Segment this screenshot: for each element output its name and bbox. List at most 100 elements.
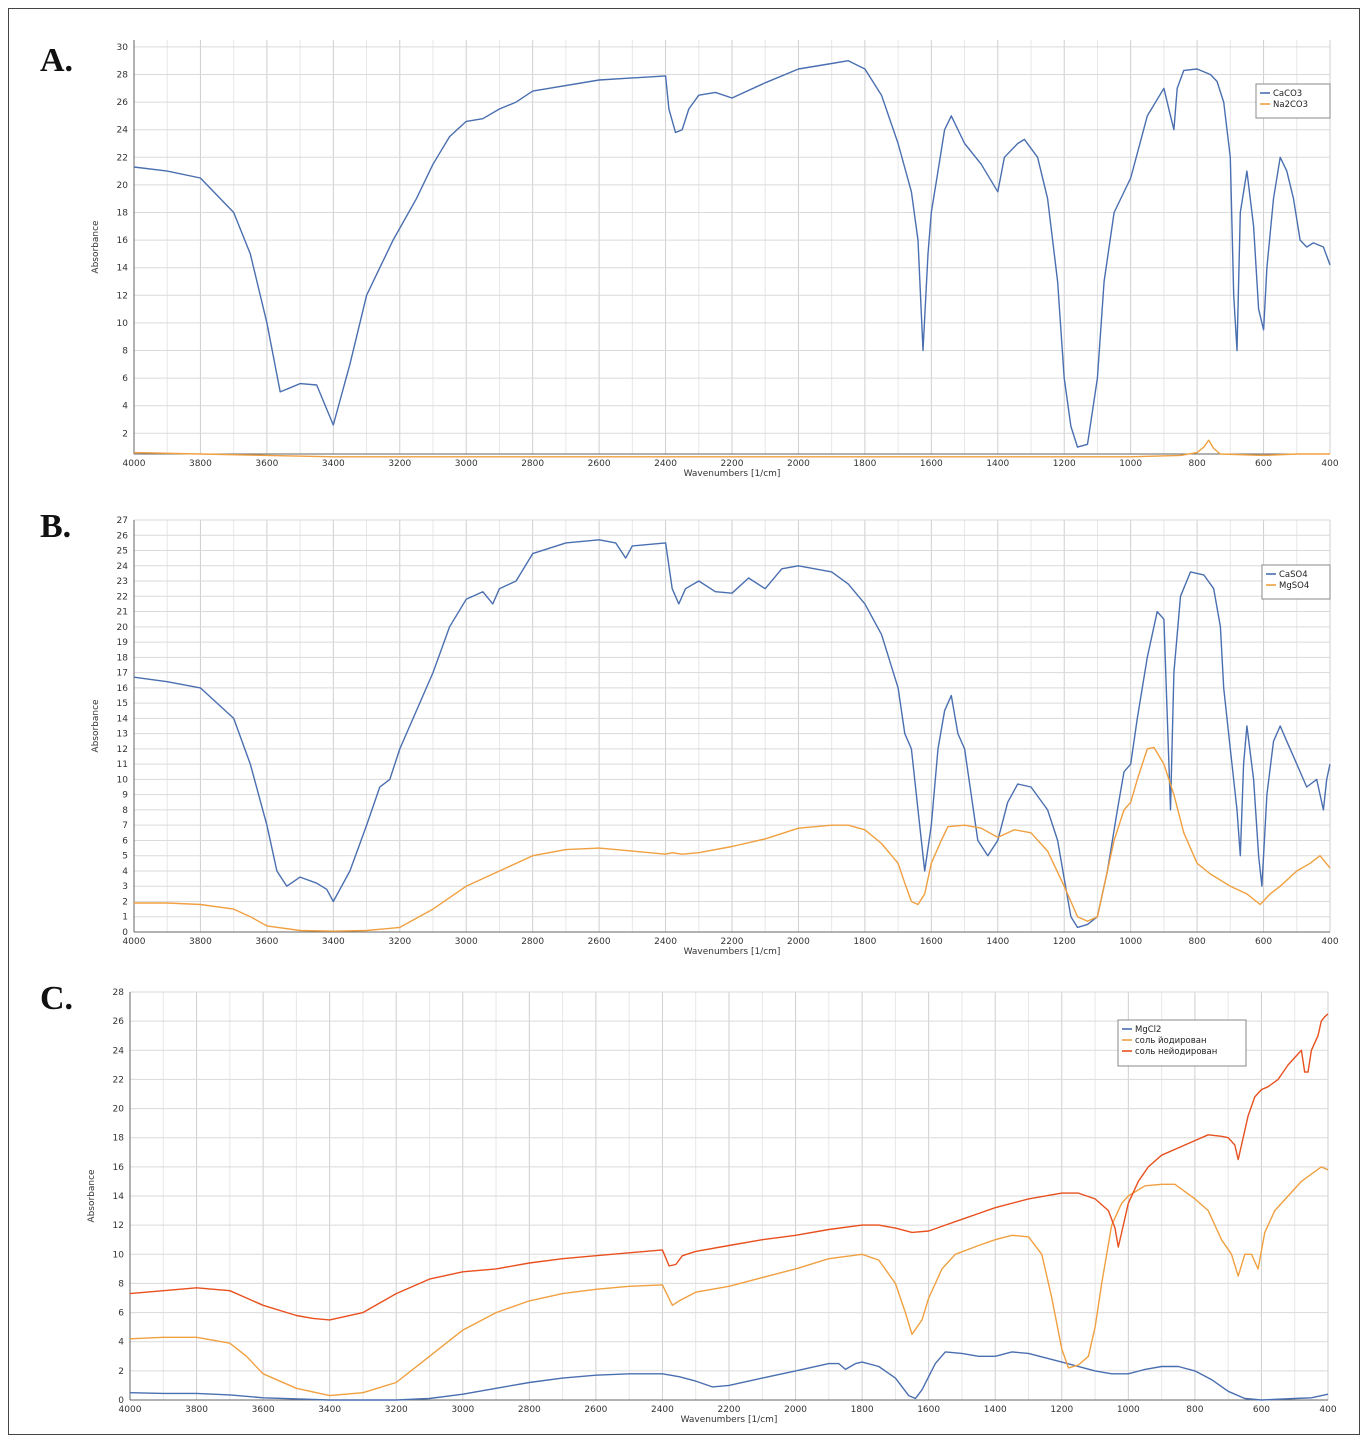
x-tick-label: 2600 (588, 937, 611, 947)
y-tick-label: 2 (122, 429, 128, 439)
panel-label-b: B. (40, 508, 72, 545)
legend-label: MgSO4 (1279, 581, 1309, 591)
y-tick-label: 2 (122, 897, 128, 907)
y-tick-label: 20 (117, 181, 129, 191)
y-tick-label: 30 (117, 43, 129, 53)
y-tick-label: 7 (122, 821, 128, 831)
y-tick-label: 1 (122, 913, 128, 923)
x-tick-label: 1200 (1053, 459, 1076, 469)
y-tick-label: 2 (118, 1367, 124, 1377)
y-tick-label: 12 (113, 1221, 124, 1231)
y-tick-label: 12 (117, 291, 128, 301)
y-tick-label: 9 (122, 791, 128, 801)
x-axis-title: Wavenumbers [1/cm] (684, 469, 781, 479)
x-tick-label: 3800 (185, 1405, 208, 1415)
y-tick-label: 19 (117, 638, 129, 648)
y-tick-label: 18 (117, 653, 129, 663)
y-tick-label: 28 (113, 988, 125, 998)
y-tick-label: 26 (117, 98, 129, 108)
y-tick-label: 22 (117, 153, 128, 163)
y-tick-label: 6 (122, 836, 128, 846)
y-tick-label: 15 (117, 699, 128, 709)
y-tick-label: 10 (113, 1250, 125, 1260)
panel-label-a: A. (40, 42, 74, 79)
y-tick-label: 8 (118, 1279, 124, 1289)
y-tick-label: 14 (113, 1192, 125, 1202)
x-tick-label: 3400 (322, 459, 345, 469)
y-tick-label: 22 (117, 592, 128, 602)
x-tick-label: 2800 (518, 1405, 541, 1415)
legend-box (1117, 1019, 1247, 1067)
y-tick-label: 16 (113, 1163, 125, 1173)
y-tick-label: 14 (117, 264, 129, 274)
y-tick-label: 11 (117, 760, 128, 770)
chart-panel-1: 4000 3800 3600 3400 3200 3000 2800 2600 2400 2200… (91, 516, 1339, 957)
x-tick-label: 3000 (455, 937, 478, 947)
y-tick-label: 28 (117, 71, 129, 81)
x-tick-label: 1600 (920, 937, 943, 947)
y-axis-title: Absorbance (91, 220, 101, 274)
x-tick-label: 1000 (1119, 459, 1142, 469)
y-tick-label: 4 (122, 867, 128, 877)
x-tick-label: 2400 (654, 937, 677, 947)
x-tick-label: 1000 (1117, 1405, 1140, 1415)
legend-label: CaSO4 (1279, 570, 1308, 580)
legend-label: MgCl2 (1135, 1025, 1161, 1035)
y-tick-label: 25 (117, 547, 128, 557)
x-tick-label: 600 (1253, 1405, 1270, 1415)
y-tick-label: 26 (113, 1017, 125, 1027)
y-tick-label: 16 (117, 684, 129, 694)
x-tick-label: 1800 (853, 937, 876, 947)
x-tick-label: 1000 (1119, 937, 1142, 947)
x-axis-title: Wavenumbers [1/cm] (684, 947, 781, 957)
y-tick-label: 26 (117, 531, 129, 541)
x-axis-title: Wavenumbers [1/cm] (681, 1415, 778, 1425)
x-tick-label: 2000 (787, 937, 810, 947)
x-tick-label: 1400 (986, 937, 1009, 947)
x-tick-label: 1600 (920, 459, 943, 469)
x-tick-label: 2000 (787, 459, 810, 469)
legend-label: соль йодирован (1135, 1036, 1207, 1046)
y-tick-label: 20 (117, 623, 129, 633)
y-tick-label: 10 (117, 775, 129, 785)
x-tick-label: 800 (1186, 1405, 1203, 1415)
x-tick-label: 4000 (123, 937, 146, 947)
y-tick-label: 3 (122, 882, 128, 892)
legend-label: Na2CO3 (1273, 100, 1308, 110)
x-tick-label: 3200 (388, 459, 411, 469)
y-tick-label: 8 (122, 806, 128, 816)
x-tick-label: 2600 (588, 459, 611, 469)
x-tick-label: 3200 (385, 1405, 408, 1415)
x-tick-label: 1800 (853, 459, 876, 469)
x-tick-label: 400 (1321, 937, 1338, 947)
y-tick-label: 20 (113, 1105, 125, 1115)
x-tick-label: 4000 (119, 1405, 142, 1415)
y-tick-label: 24 (117, 126, 129, 136)
y-tick-label: 5 (122, 852, 128, 862)
y-tick-label: 6 (122, 374, 128, 384)
y-tick-label: 12 (117, 745, 128, 755)
y-axis-title: Absorbance (91, 699, 101, 753)
x-tick-label: 2200 (721, 459, 744, 469)
y-tick-label: 13 (117, 730, 128, 740)
y-tick-label: 27 (117, 516, 128, 526)
x-tick-label: 2400 (654, 459, 677, 469)
x-tick-label: 3400 (318, 1405, 341, 1415)
x-tick-label: 3600 (255, 459, 278, 469)
legend-label: CaCO3 (1273, 89, 1302, 99)
series-line-2 (129, 1013, 1329, 1321)
x-tick-label: 600 (1255, 937, 1272, 947)
y-tick-label: 17 (117, 669, 128, 679)
x-tick-label: 1200 (1050, 1405, 1073, 1415)
y-tick-label: 24 (117, 562, 129, 572)
y-tick-label: 6 (118, 1309, 124, 1319)
y-tick-label: 0 (118, 1396, 124, 1406)
x-tick-label: 4000 (123, 459, 146, 469)
x-tick-label: 2800 (521, 937, 544, 947)
x-tick-label: 800 (1189, 937, 1206, 947)
series-line-1 (134, 746, 1331, 932)
y-tick-label: 23 (117, 577, 128, 587)
